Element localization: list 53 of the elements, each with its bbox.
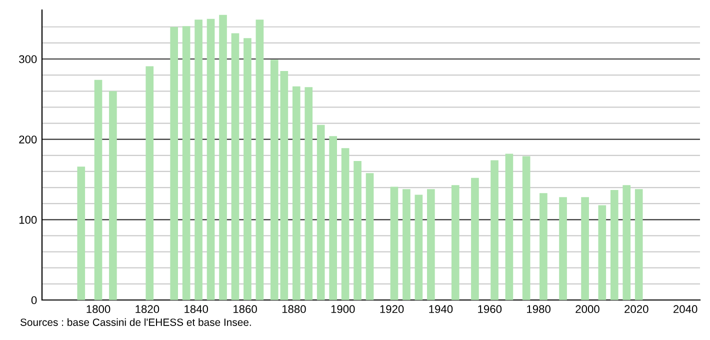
bar [182,26,190,300]
bar [231,33,240,300]
y-tick-label: 200 [19,136,37,144]
bar [581,197,589,300]
bar [354,161,362,300]
bar [390,186,398,300]
bar [304,87,313,300]
x-tick-label: 1920 [380,305,404,314]
x-tick-label: 1900 [331,305,355,314]
bar [522,156,530,300]
y-tick-label: 300 [19,55,37,64]
x-tick-label: 1800 [86,305,110,314]
bar [292,86,300,300]
bar [219,14,227,300]
bar [316,124,325,300]
x-tick-label: 1980 [527,305,550,314]
x-tick-label: 1820 [136,305,160,314]
bar [622,185,631,300]
bar [109,91,117,300]
bar [170,26,178,300]
bar [244,38,252,300]
bar [634,189,643,300]
x-tick-label: 2040 [674,305,698,314]
x-tick-label: 1860 [234,305,257,314]
bar [146,66,154,300]
bar [366,173,374,300]
bar [194,20,202,300]
x-tick-label: 2020 [624,305,648,314]
bar [402,189,410,300]
bar [451,185,460,300]
x-tick-label: 1880 [282,305,306,314]
bar [427,189,435,300]
bar [77,166,86,300]
x-tick-label: 1960 [478,305,502,314]
bar [471,178,479,300]
bar [490,160,498,300]
bar [256,20,264,300]
bar [610,190,618,300]
bar [94,80,102,300]
bar [505,154,514,300]
x-tick-label: 1940 [429,305,453,314]
y-tick-label: 100 [19,216,37,224]
bar [329,136,337,300]
bar [559,197,567,300]
x-tick-label: 2000 [576,305,600,314]
x-tick-label: 1840 [184,305,208,314]
bar [598,205,606,300]
bar [414,194,423,300]
y-tick-label: 0 [31,296,37,304]
bar [206,18,215,300]
source-note: Sources : base Cassini de l'EHESS et base Insee. [20,318,251,326]
bar [341,148,350,300]
bar [540,193,548,300]
